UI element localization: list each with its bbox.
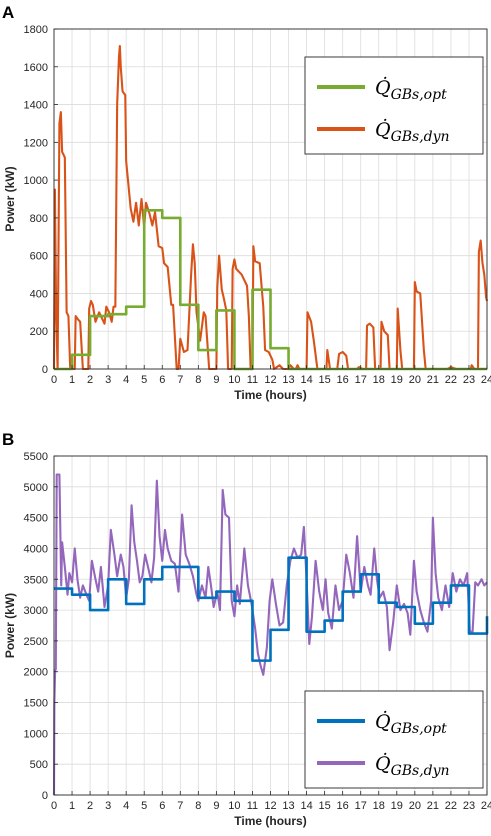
x-tick-label: 11: [247, 800, 258, 812]
y-tick-label: 600: [30, 251, 48, 263]
legend: Q̇GBs,opt Q̇GBs,dyn: [304, 690, 484, 789]
x-tick-label: 1: [69, 800, 75, 812]
y-tick-label: 2500: [24, 636, 48, 648]
legend: Q̇GBs,opt Q̇GBs,dyn: [304, 56, 484, 155]
y-tick-label: 500: [30, 759, 48, 771]
x-tick-label: 6: [159, 800, 165, 812]
chart-panel-A: A0 1 2 3 4 5 6 7 8 9 10 11 12 13 14 15 16 17 18 19 20 21 22 23 2…: [2, 3, 491, 402]
x-tick-label: 21: [427, 800, 439, 812]
y-tick-label: 1600: [24, 62, 48, 74]
y-axis-label: Power (kW): [3, 593, 17, 658]
x-tick-label: 15: [319, 374, 331, 386]
x-tick-label: 19: [391, 374, 403, 386]
x-tick-label: 10: [228, 374, 240, 386]
x-tick-label: 0: [51, 800, 57, 812]
x-tick-label: 12: [264, 374, 276, 386]
x-tick-label: 7: [177, 374, 183, 386]
y-tick-label: 1500: [24, 698, 48, 710]
x-tick-label: 13: [282, 800, 294, 812]
x-tick-label: 6: [159, 374, 165, 386]
x-tick-label: 2: [87, 800, 93, 812]
x-tick-label: 11: [247, 374, 258, 386]
legend-entry-1: Q̇GBs,dyn: [375, 753, 450, 779]
x-tick-label: 17: [355, 374, 367, 386]
legend-entry-0: Q̇GBs,opt: [375, 711, 447, 737]
y-tick-label: 4500: [24, 513, 48, 525]
panel-letter: B: [2, 430, 14, 449]
x-tick-label: 10: [228, 800, 240, 812]
y-tick-label: 1000: [24, 728, 48, 740]
y-tick-label: 800: [30, 213, 48, 225]
y-tick-label: 200: [30, 326, 48, 338]
x-tick-label: 19: [391, 800, 403, 812]
x-tick-label: 12: [264, 800, 276, 812]
legend-entry-1: Q̇GBs,dyn: [375, 119, 450, 145]
y-tick-label: 1200: [24, 137, 48, 149]
x-tick-label: 4: [123, 800, 129, 812]
y-tick-label: 4000: [24, 543, 48, 555]
y-tick-label: 1400: [24, 100, 48, 112]
series-line-1: [52, 44, 489, 371]
x-tick-label: 5: [141, 800, 147, 812]
x-tick-label: 5: [141, 374, 147, 386]
x-tick-label: 18: [373, 800, 385, 812]
x-tick-label: 22: [445, 800, 457, 812]
y-tick-label: 1800: [24, 24, 48, 36]
x-axis-label: Time (hours): [234, 814, 306, 828]
x-tick-label: 7: [177, 800, 183, 812]
x-tick-label: 21: [427, 374, 439, 386]
x-axis-label: Time (hours): [234, 388, 306, 402]
legend-box: [304, 690, 484, 789]
x-tick-label: 16: [337, 800, 349, 812]
x-tick-label: 3: [105, 800, 111, 812]
panel-letter: A: [2, 3, 14, 22]
x-tick-label: 23: [463, 374, 475, 386]
x-tick-label: 2: [87, 374, 93, 386]
x-tick-label: 4: [123, 374, 129, 386]
y-tick-label: 3500: [24, 574, 48, 586]
x-tick-label: 24: [481, 800, 491, 812]
x-tick-label: 24: [481, 374, 491, 386]
x-tick-label: 8: [195, 800, 201, 812]
x-tick-label: 23: [463, 800, 475, 812]
series-line-0: [54, 556, 489, 662]
x-tick-label: 1: [69, 374, 75, 386]
x-tick-label: 20: [409, 374, 421, 386]
legend-entry-0: Q̇GBs,opt: [375, 77, 447, 103]
y-tick-label: 2000: [24, 667, 48, 679]
x-tick-label: 9: [213, 374, 219, 386]
x-tick-label: 13: [282, 374, 294, 386]
x-tick-label: 8: [195, 374, 201, 386]
chart-panel-B: B0 1 2 3 4 5 6 7 8 9 10 11 12 13 14 15 16 17 18 19 20 21 22 23 2…: [2, 430, 491, 828]
y-tick-label: 0: [42, 364, 48, 376]
x-tick-label: 3: [105, 374, 111, 386]
y-tick-label: 400: [30, 288, 48, 300]
x-tick-label: 14: [300, 800, 312, 812]
y-tick-label: 0: [42, 790, 48, 802]
y-tick-label: 3000: [24, 605, 48, 617]
y-axis-label: Power (kW): [3, 166, 17, 231]
series-line-1: [52, 473, 488, 796]
x-tick-label: 9: [213, 800, 219, 812]
x-tick-label: 22: [445, 374, 457, 386]
x-tick-label: 0: [51, 374, 57, 386]
x-tick-label: 15: [319, 800, 331, 812]
x-tick-label: 14: [300, 374, 312, 386]
y-tick-label: 1000: [24, 175, 48, 187]
y-tick-label: 5000: [24, 482, 48, 494]
x-tick-label: 17: [355, 800, 367, 812]
legend-box: [304, 56, 484, 155]
x-tick-label: 18: [373, 374, 385, 386]
x-tick-label: 16: [337, 374, 349, 386]
x-tick-label: 20: [409, 800, 421, 812]
y-tick-label: 5500: [24, 451, 48, 463]
